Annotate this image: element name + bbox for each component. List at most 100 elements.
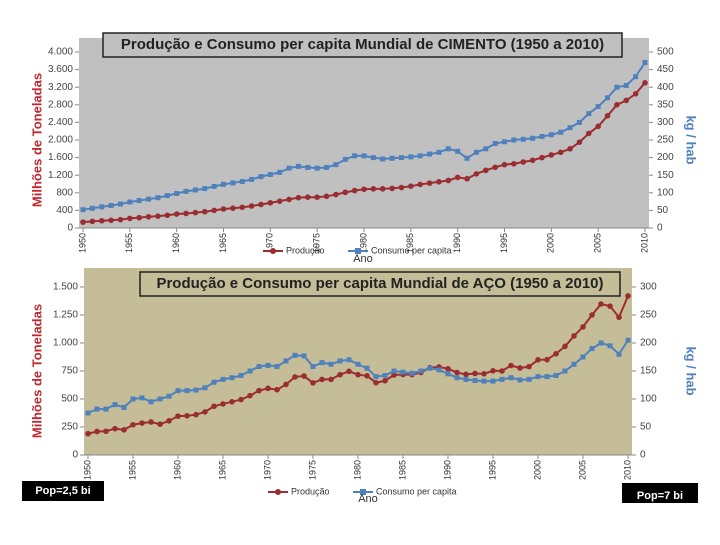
y2-tick-label: 450 (657, 64, 674, 75)
x-tick-label: 1980 (358, 233, 368, 253)
legend-marker (270, 248, 276, 254)
marker (148, 419, 154, 425)
marker (482, 167, 489, 174)
marker (508, 362, 514, 369)
x-tick-label: 1975 (307, 460, 317, 480)
marker (314, 165, 320, 171)
y2-tick-label: 0 (657, 223, 663, 234)
marker (346, 368, 352, 375)
marker (586, 130, 592, 137)
marker (174, 191, 180, 197)
x-tick-label: 1970 (262, 460, 272, 480)
marker (155, 213, 161, 219)
marker (417, 181, 424, 188)
marker (373, 374, 379, 380)
marker (520, 159, 527, 165)
note-box (22, 481, 104, 501)
note: Pop=2,5 bi (35, 485, 90, 497)
marker (417, 153, 423, 159)
marker (324, 164, 330, 170)
plot-background (84, 268, 632, 455)
marker (211, 183, 217, 189)
x-tick-label: 2000 (532, 460, 542, 480)
note: Pop=7 bi (637, 490, 683, 502)
marker (445, 365, 451, 372)
marker (301, 373, 307, 379)
marker (625, 293, 631, 299)
marker (201, 208, 208, 215)
marker (595, 104, 601, 110)
marker (328, 361, 334, 367)
marker (239, 204, 246, 211)
marker (539, 133, 545, 139)
marker (238, 372, 244, 378)
y-tick-label: 500 (61, 394, 78, 405)
marker (249, 176, 255, 182)
marker (355, 361, 361, 367)
marker (80, 207, 86, 213)
marker (499, 376, 505, 382)
marker (229, 399, 235, 405)
marker (623, 97, 630, 104)
marker (571, 333, 577, 339)
x-tick-label: 1970 (265, 233, 275, 253)
marker (544, 356, 550, 363)
marker (146, 196, 152, 202)
marker (454, 375, 460, 381)
marker (292, 352, 298, 358)
marker (130, 396, 136, 402)
marker (98, 217, 105, 224)
marker (157, 396, 163, 402)
marker (616, 351, 622, 357)
y2-axis-label: kg / hab (684, 346, 699, 395)
marker (472, 370, 478, 377)
marker (274, 386, 280, 393)
marker (175, 413, 181, 419)
marker (277, 169, 283, 175)
y-tick-label: 1.600 (48, 152, 73, 163)
marker (567, 146, 573, 152)
marker (220, 376, 226, 382)
marker (193, 387, 199, 393)
marker (183, 210, 189, 217)
marker (472, 378, 478, 384)
marker (267, 171, 273, 177)
marker (136, 198, 142, 204)
marker (605, 95, 611, 101)
marker (342, 156, 348, 162)
x-tick-label: 1985 (397, 460, 407, 480)
marker (520, 136, 526, 142)
y-tick-label: 0 (67, 223, 73, 234)
marker (361, 186, 367, 193)
marker (391, 368, 397, 374)
marker (445, 177, 452, 184)
marker (333, 191, 339, 198)
marker (598, 301, 604, 307)
marker (586, 111, 592, 117)
marker (230, 205, 236, 211)
marker (557, 149, 564, 156)
legend-label: Consumo per capita (371, 245, 452, 255)
x-tick-label: 2005 (577, 460, 587, 480)
marker (614, 84, 620, 90)
marker (148, 399, 154, 405)
x-tick-label: 1960 (172, 460, 182, 480)
marker (99, 204, 105, 210)
marker (464, 155, 470, 161)
marker (517, 377, 523, 383)
marker (598, 340, 604, 346)
marker (511, 137, 517, 143)
marker (604, 113, 611, 119)
marker (295, 194, 302, 201)
marker (192, 187, 198, 193)
marker (436, 367, 442, 373)
marker (127, 199, 133, 205)
x-tick-label: 1975 (312, 233, 322, 253)
marker (155, 195, 161, 201)
marker (295, 163, 301, 169)
y2-tick-label: 200 (657, 152, 674, 163)
y2-tick-label: 150 (640, 366, 657, 377)
title-box (102, 32, 623, 58)
y-tick-label: 2.000 (48, 135, 73, 146)
